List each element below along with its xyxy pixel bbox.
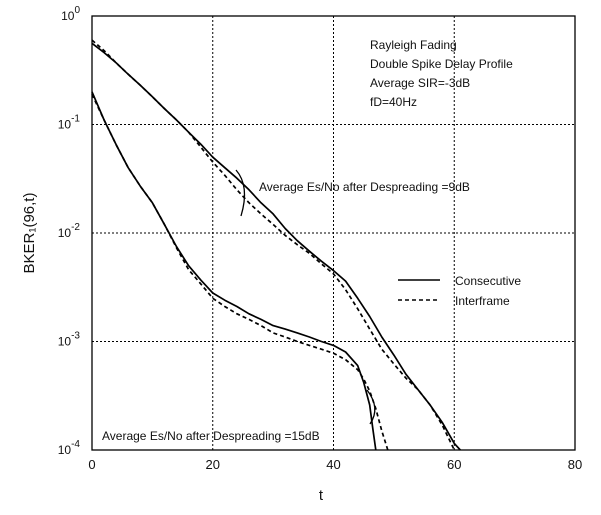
y-axis-label: BKER₁(96,t) xyxy=(21,193,38,274)
x-axis-label: t xyxy=(319,487,324,504)
y-tick-label: 10-3 xyxy=(58,331,81,349)
info-line-fading: Rayleigh Fading xyxy=(370,38,457,52)
x-tick-label: 40 xyxy=(326,457,340,472)
info-line-sir: Average SIR=-3dB xyxy=(370,76,470,90)
legend: Consecutive Interframe xyxy=(398,274,521,308)
series-line-15dB-interframe xyxy=(91,93,389,451)
bracket-9db xyxy=(235,169,246,217)
legend-label-consecutive: Consecutive xyxy=(455,274,521,288)
x-tick-label: 20 xyxy=(206,457,220,472)
x-tick-label: 0 xyxy=(88,457,95,472)
annotation-brackets xyxy=(235,169,376,425)
y-tick-label: 10-2 xyxy=(58,222,81,240)
x-tick-label: 60 xyxy=(447,457,461,472)
axis-ticks: 0 20 40 60 80 100 10-1 10-2 10-3 10-4 xyxy=(58,5,583,472)
info-line-delay-profile: Double Spike Delay Profile xyxy=(370,57,513,71)
bracket-15db xyxy=(366,389,376,425)
plot-frame xyxy=(91,15,576,451)
info-line-doppler: fD=40Hz xyxy=(370,95,417,109)
legend-label-interframe: Interframe xyxy=(455,294,510,308)
y-tick-label: 10-4 xyxy=(58,439,81,457)
x-tick-label: 80 xyxy=(568,457,582,472)
annotation-15db: Average Es/No after Despreading =15dB xyxy=(102,429,320,443)
series-lines xyxy=(91,39,461,451)
series-line-15dB-consecutive xyxy=(91,91,377,451)
y-tick-label: 100 xyxy=(61,5,80,23)
grid-lines xyxy=(92,16,575,450)
y-tick-label: 10-1 xyxy=(58,114,81,132)
annotation-9db: Average Es/No after Despreading =9dB xyxy=(259,180,470,194)
